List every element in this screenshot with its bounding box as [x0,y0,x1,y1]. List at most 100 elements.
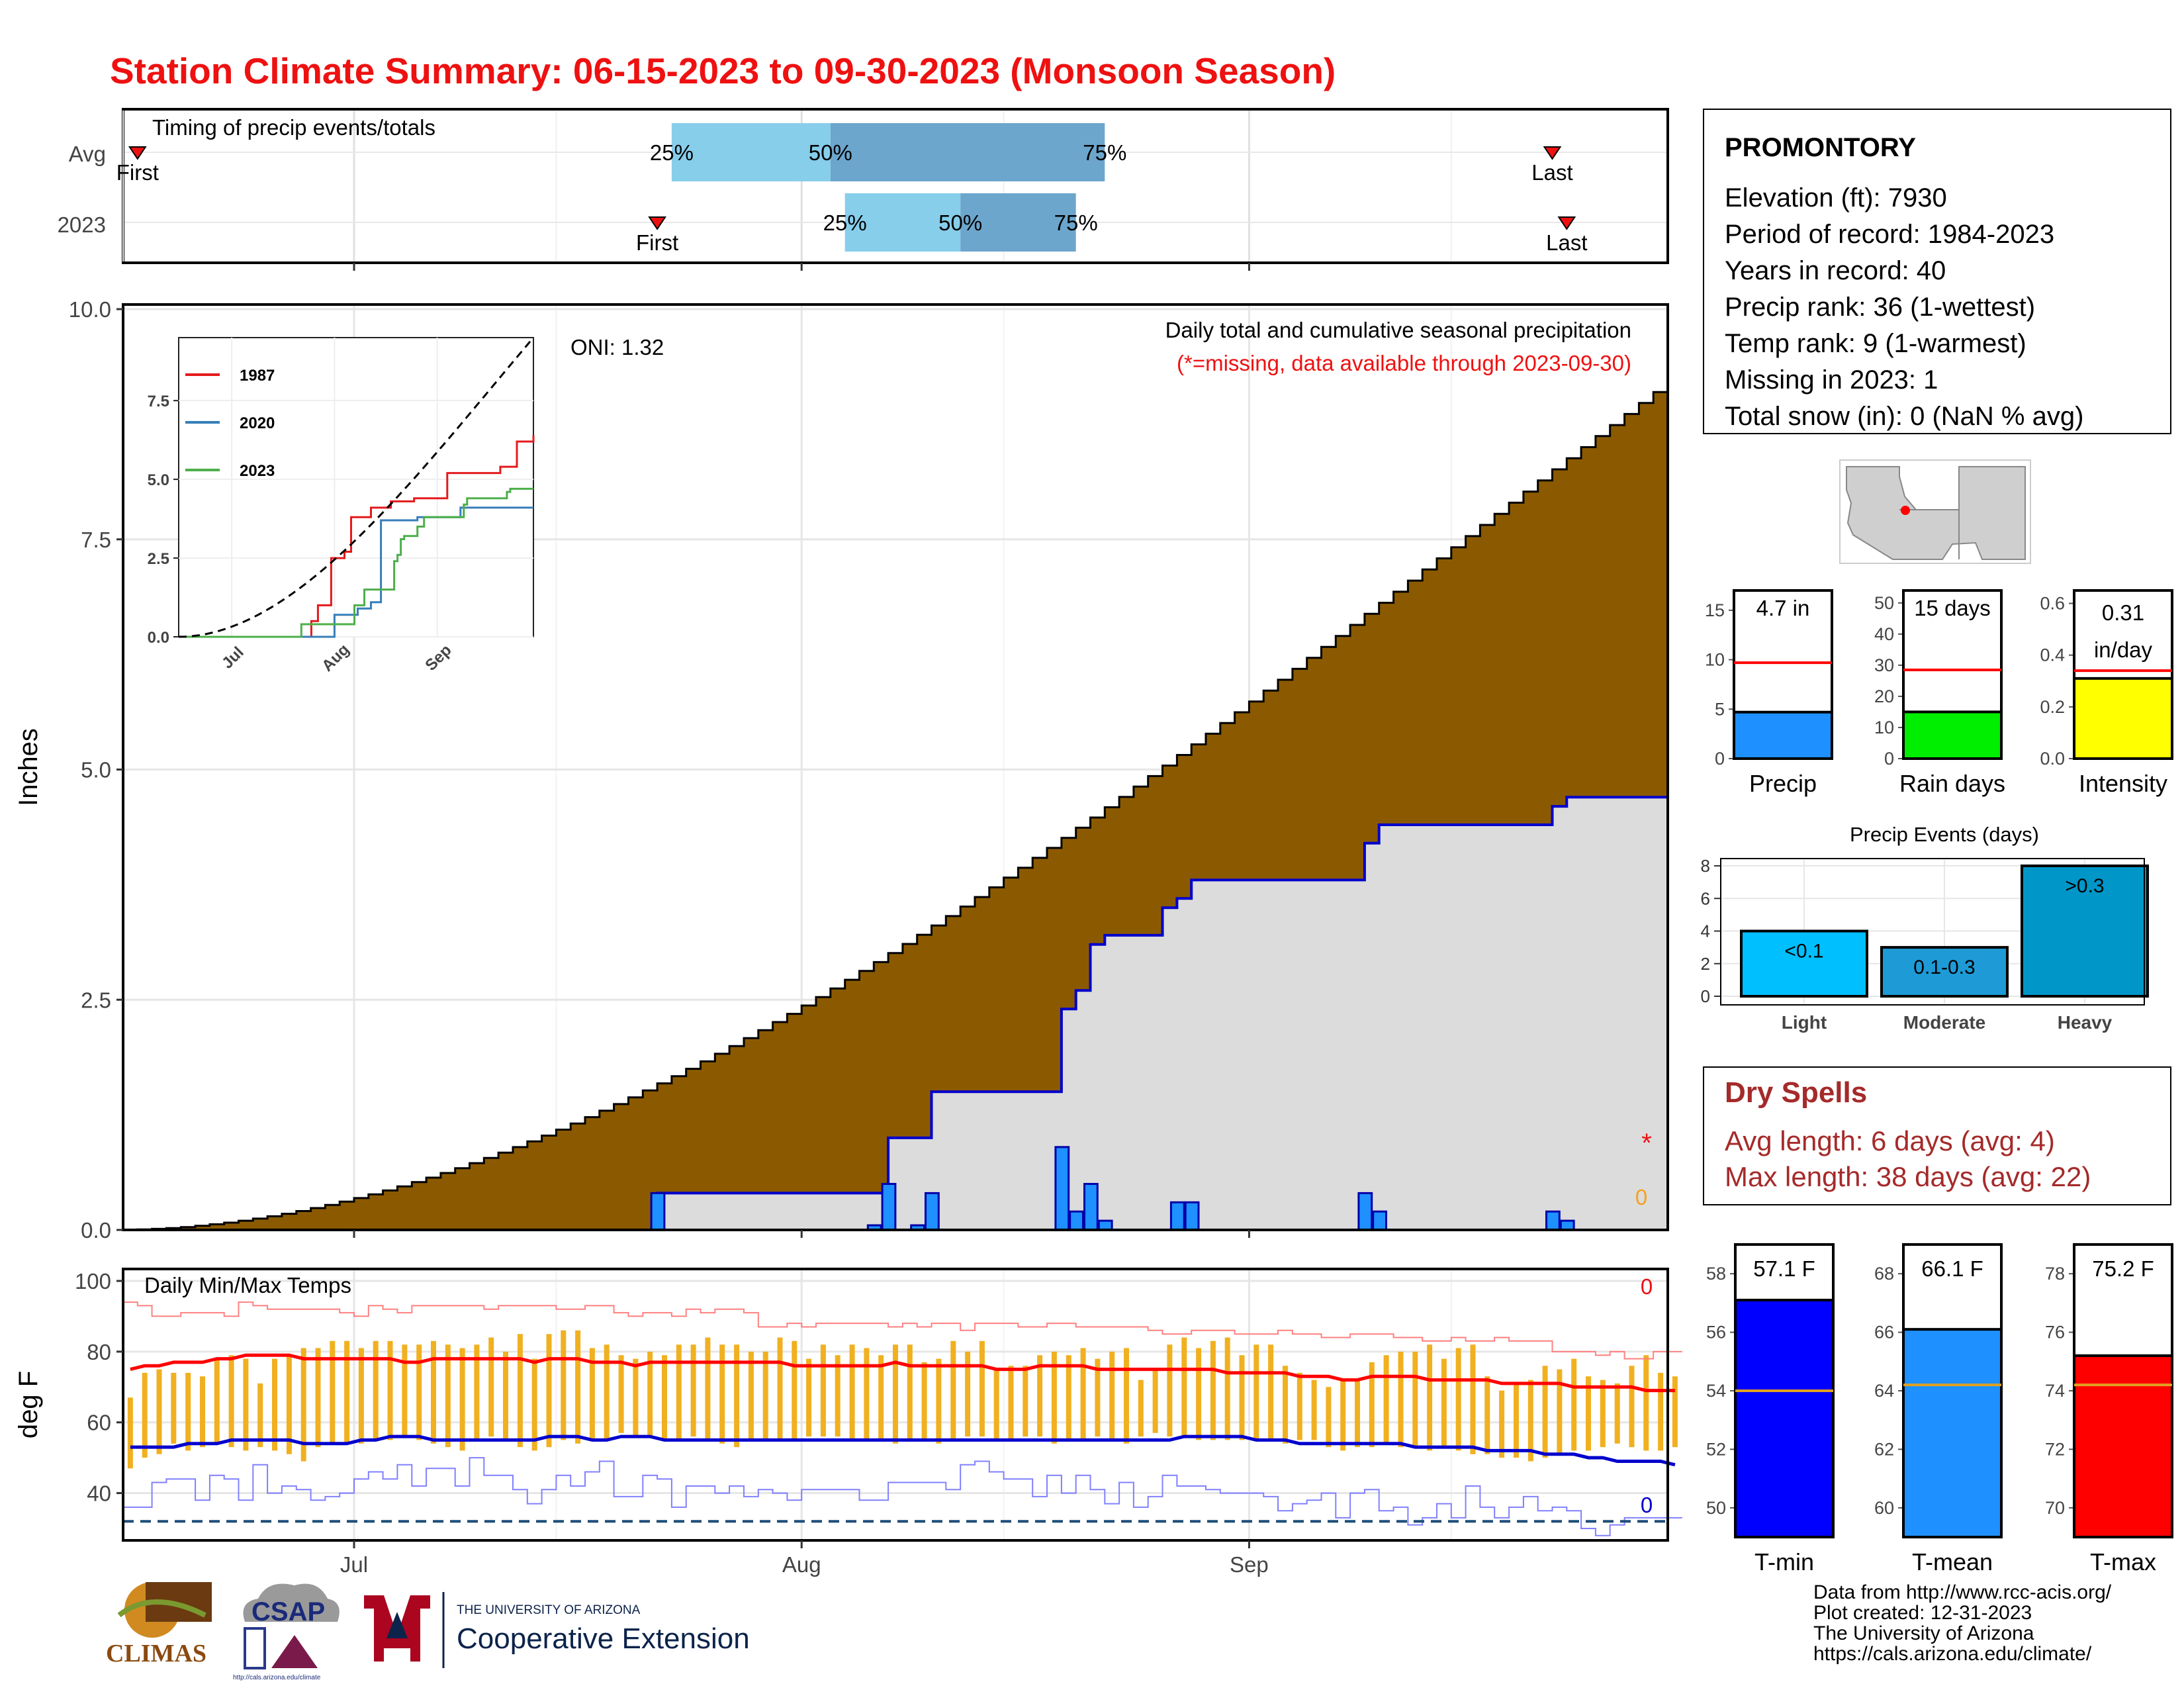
daily-precip-bar [1559,1219,1575,1231]
station-info-line: Years in record: 40 [1725,256,1946,285]
temp-ytick-label: 100 [75,1269,111,1293]
month-label: Aug [782,1552,821,1577]
timing-label-75: 75% [1054,211,1098,235]
climas-logo: CLIMAS [106,1575,218,1681]
gauge-value-label: 15 days [1914,596,1991,620]
daily-precip-bar [1097,1219,1113,1231]
climas-wordmark: CLIMAS [106,1640,206,1667]
timing-row-2023: 2023 [58,212,106,237]
events-bar-label: <0.1 [1784,941,1823,962]
temp-gauge-tick-label: 70 [2045,1498,2065,1518]
gauge-value-label: 0.31 [2102,600,2144,625]
record-max-line [123,1301,1682,1360]
locator-map [1839,459,2031,564]
inset-ytick-label: 0.0 [148,629,169,647]
gauge-tick-label: 20 [1874,686,1894,706]
credit-line: https://cals.arizona.edu/climate/ [1813,1643,2092,1665]
gauge-fill-Rain days [1902,710,2003,761]
temp-gauge-tick-label: 50 [1706,1498,1726,1518]
missing-marker: * [1641,1129,1652,1158]
gauge-tick-label: 40 [1874,624,1894,644]
temp-gauge-tick-label: 68 [1874,1264,1894,1284]
precip-annotation-title: Daily total and cumulative seasonal prec… [1165,318,1631,342]
gauge-tick-label: 10 [1874,718,1894,737]
temp-ytick-label: 60 [87,1411,111,1435]
dry-spells-avg: Avg length: 6 days (avg: 4) [1725,1125,2055,1156]
mean-min-line [130,1434,1676,1467]
temp-missing-min: 0 [1641,1493,1653,1517]
temp-gauge-tick-label: 56 [1706,1323,1726,1342]
timing-panel-label: Timing of precip events/totals [152,115,435,140]
events-category-label: Heavy [2058,1012,2113,1033]
inset-line-average [178,340,531,638]
month-label: Jul [340,1552,368,1577]
station-info-line: Temp rank: 9 (1-warmest) [1725,329,2026,358]
csap-url: http://cals.arizona.edu/climate [233,1674,321,1681]
gauge-tick-label: 0.2 [2040,697,2065,717]
dry-spells-title: Dry Spells [1725,1076,1867,1109]
ua-extension-logo: THE UNIVERSITY OF ARIZONA Cooperative Ex… [357,1575,754,1681]
temp-missing-max: 0 [1641,1274,1653,1299]
gauge-fill-Precip [1733,710,1833,761]
credit-line: The University of Arizona [1813,1622,2034,1644]
gauge-tick-label: 0.6 [2040,594,2065,614]
events-title: Precip Events (days) [1850,823,2039,846]
temp-panel-label: Daily Min/Max Temps [144,1273,351,1297]
timing-marker-last [1543,146,1562,160]
timing-label-last: Last [1546,230,1587,255]
timing-bar-q1 [671,123,831,181]
month-label: Sep [1230,1552,1269,1577]
gauge-tick-label: 50 [1874,593,1894,613]
events-bar-label: >0.3 [2065,875,2104,897]
daily-precip-bar [1169,1201,1185,1231]
precip-events-panel: Precip Events (days) 0 2 4 6 8 <0.1 Light 0.1-0… [1701,823,2149,1033]
ua-small-text: THE UNIVERSITY OF ARIZONA [457,1603,641,1617]
temp-gauge-tick-label: 76 [2045,1323,2065,1342]
station-info-line: Missing in 2023: 1 [1725,365,1938,395]
daily-precip-bar [1372,1210,1387,1231]
timing-label-25: 25% [650,140,694,165]
temp-gauge-tick-label: 60 [1874,1498,1894,1518]
timing-label-75: 75% [1083,140,1126,165]
mean-max-line [130,1353,1675,1393]
gauge-name: Rain days [1899,770,2005,797]
daily-precip-bar [1184,1201,1200,1231]
inset-legend-label: 1987 [240,367,275,385]
temp-gauge-tick-label: 52 [1706,1439,1726,1459]
daily-precip-bar [881,1183,897,1231]
timing-row-avg: Avg [69,142,106,166]
daily-precip-bar [1545,1210,1561,1231]
temp-ylabel: deg F [14,1371,43,1438]
station-info-line: Precip rank: 36 (1-wettest) [1725,293,2035,322]
events-ytick-label: 0 [1701,986,1710,1006]
daily-precip-bar [1357,1192,1373,1231]
temp-ytick-label: 40 [87,1481,111,1506]
gauge-tick-label: 30 [1874,655,1894,675]
timing-panel: 25% 50% 75% First Last 25% 50% 75% First Last Tim… [58,108,1669,264]
station-info-line: Period of record: 1984-2023 [1725,220,2054,249]
temp-gauge-name: T-min [1754,1548,1814,1575]
inset-ytick-label: 2.5 [148,550,169,568]
temp-ytick-label: 80 [87,1340,111,1364]
timing-label-50: 50% [938,211,982,235]
temp-gauge-tick-label: 62 [1874,1439,1894,1459]
station-name: PROMONTORY [1725,133,1916,162]
station-location-dot [1901,506,1910,515]
csap-wordmark: CSAP [251,1597,325,1626]
inset-legend-label: 2020 [240,414,275,432]
timing-marker-last [1557,216,1576,230]
timing-bar-q2 [960,193,1076,252]
temp-gauge-tick-label: 78 [2045,1264,2065,1284]
csap-logo: CSAP http://cals.arizona.edu/climate [232,1575,347,1681]
events-ytick-label: 2 [1701,954,1710,974]
gauge-name: Intensity [2079,770,2167,797]
daily-precip-bar [1054,1146,1070,1231]
gauge-tick-label: 0.0 [2040,749,2065,769]
station-info-box: PROMONTORY Elevation (ft): 7930 Period of… [1703,109,2171,434]
timing-marker-first [128,146,147,160]
inset-ytick-label: 7.5 [148,393,169,410]
gauge-value-label: in/day [2094,637,2153,662]
precip-annotation-note: (*=missing, data available through 2023-… [1177,351,1631,375]
temp-gauge-tick-label: 64 [1874,1381,1894,1401]
